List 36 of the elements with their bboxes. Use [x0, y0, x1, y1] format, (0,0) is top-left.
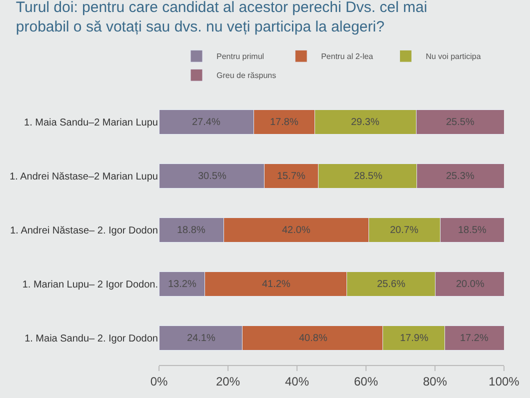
data-label: 42.0%	[282, 225, 310, 236]
data-label: 25.6%	[377, 279, 406, 290]
y-tick-label: 1. Marian Lupu– 2 Igor Dodon.	[22, 280, 158, 290]
x-tick-label: 60%	[354, 374, 378, 388]
y-tick-label: 1. Maia Sandu–2 Marian Lupu	[24, 118, 158, 128]
data-label: 15.7%	[277, 171, 306, 182]
x-tick-label: 20%	[216, 374, 240, 388]
y-tick-label: 1. Andrei Năstase–2 Marian Lupu	[10, 172, 158, 182]
data-label: 25.3%	[446, 171, 474, 182]
data-label: 17.2%	[460, 333, 488, 344]
legend-label: Greu de răspuns	[216, 71, 276, 80]
data-label: 40.8%	[299, 333, 328, 344]
data-label: 13.2%	[168, 279, 196, 290]
data-label: 30.5%	[198, 171, 226, 182]
x-tick-label: 100%	[488, 374, 520, 388]
data-label: 27.4%	[192, 117, 220, 128]
legend-label: Nu voi participa	[426, 52, 482, 62]
data-label: 28.5%	[354, 171, 382, 182]
data-label: 25.5%	[446, 117, 474, 128]
y-tick-label: 1. Maia Sandu– 2. Igor Dodon	[24, 334, 158, 344]
data-label: 17.8%	[270, 117, 298, 128]
x-tick-label: 40%	[284, 374, 310, 388]
y-tick-label: 1. Andrei Năstase– 2. Igor Dodon	[10, 226, 158, 236]
data-label: 24.1%	[187, 333, 216, 344]
data-label: 17.9%	[400, 333, 428, 344]
data-label: 20.0%	[456, 279, 484, 290]
legend-label: Pentru al 2-lea	[321, 52, 374, 62]
data-label: 18.5%	[458, 225, 486, 236]
data-label: 29.3%	[351, 117, 380, 128]
data-label: 41.2%	[262, 279, 290, 290]
data-label: 18.8%	[177, 225, 206, 236]
x-tick-label: 0%	[150, 374, 168, 388]
data-label: 20.7%	[390, 225, 418, 236]
legend-label: Pentru primul	[216, 52, 264, 62]
chart-title: Turul doi: pentru care candidat al acestor perechi Dvs. cel mai probabil o să votați sau dvs. nu veți participa la alegeri?	[16, 0, 428, 36]
x-tick-label: 80%	[422, 374, 448, 388]
